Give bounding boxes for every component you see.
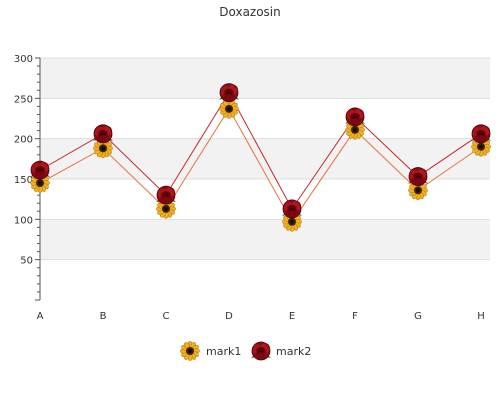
- y-tick-label: 150: [14, 175, 33, 186]
- grid-band: [40, 219, 490, 260]
- x-tick-label: F: [352, 311, 358, 322]
- x-tick-label: G: [414, 311, 422, 322]
- data-point-mark2-E: [281, 199, 303, 219]
- y-tick-label: 100: [14, 215, 33, 226]
- x-tick-label: D: [225, 311, 233, 322]
- y-tick-label: 50: [20, 256, 33, 267]
- data-point-mark2-H: [470, 124, 492, 144]
- series-line-mark2: [39, 91, 482, 210]
- chart-title: Doxazosin: [219, 5, 281, 19]
- grid-band: [40, 58, 490, 99]
- x-tick-label: E: [289, 311, 295, 322]
- legend: mark1 mark2: [179, 340, 311, 362]
- series-lines: [39, 91, 482, 223]
- legend-label-mark2: mark2: [276, 345, 311, 358]
- x-tick-label: B: [100, 311, 107, 322]
- x-tick-labels: A B C D E F G H: [37, 311, 485, 322]
- data-point-mark1-D: [218, 98, 240, 119]
- y-tick-label: 250: [14, 94, 33, 105]
- y-tick-labels: 50 100 150 200 250 300: [14, 54, 33, 267]
- sunflower-icon: [179, 340, 201, 362]
- x-tick-label: H: [477, 311, 485, 322]
- data-point-mark2-B: [92, 124, 114, 144]
- rose-icon: [250, 341, 272, 361]
- y-tick-label: 300: [14, 54, 33, 65]
- series-line-mark1: [39, 107, 482, 223]
- data-point-mark2-F: [344, 107, 366, 127]
- x-tick-label: C: [163, 311, 170, 322]
- data-point-mark2-A: [29, 160, 51, 180]
- gridlines: [40, 57, 490, 261]
- legend-label-mark1: mark1: [206, 345, 241, 358]
- legend-item-mark1: mark1: [179, 340, 241, 362]
- legend-item-mark2: mark2: [250, 341, 311, 361]
- x-tick-label: A: [37, 311, 44, 322]
- y-tick-label: 200: [14, 135, 33, 146]
